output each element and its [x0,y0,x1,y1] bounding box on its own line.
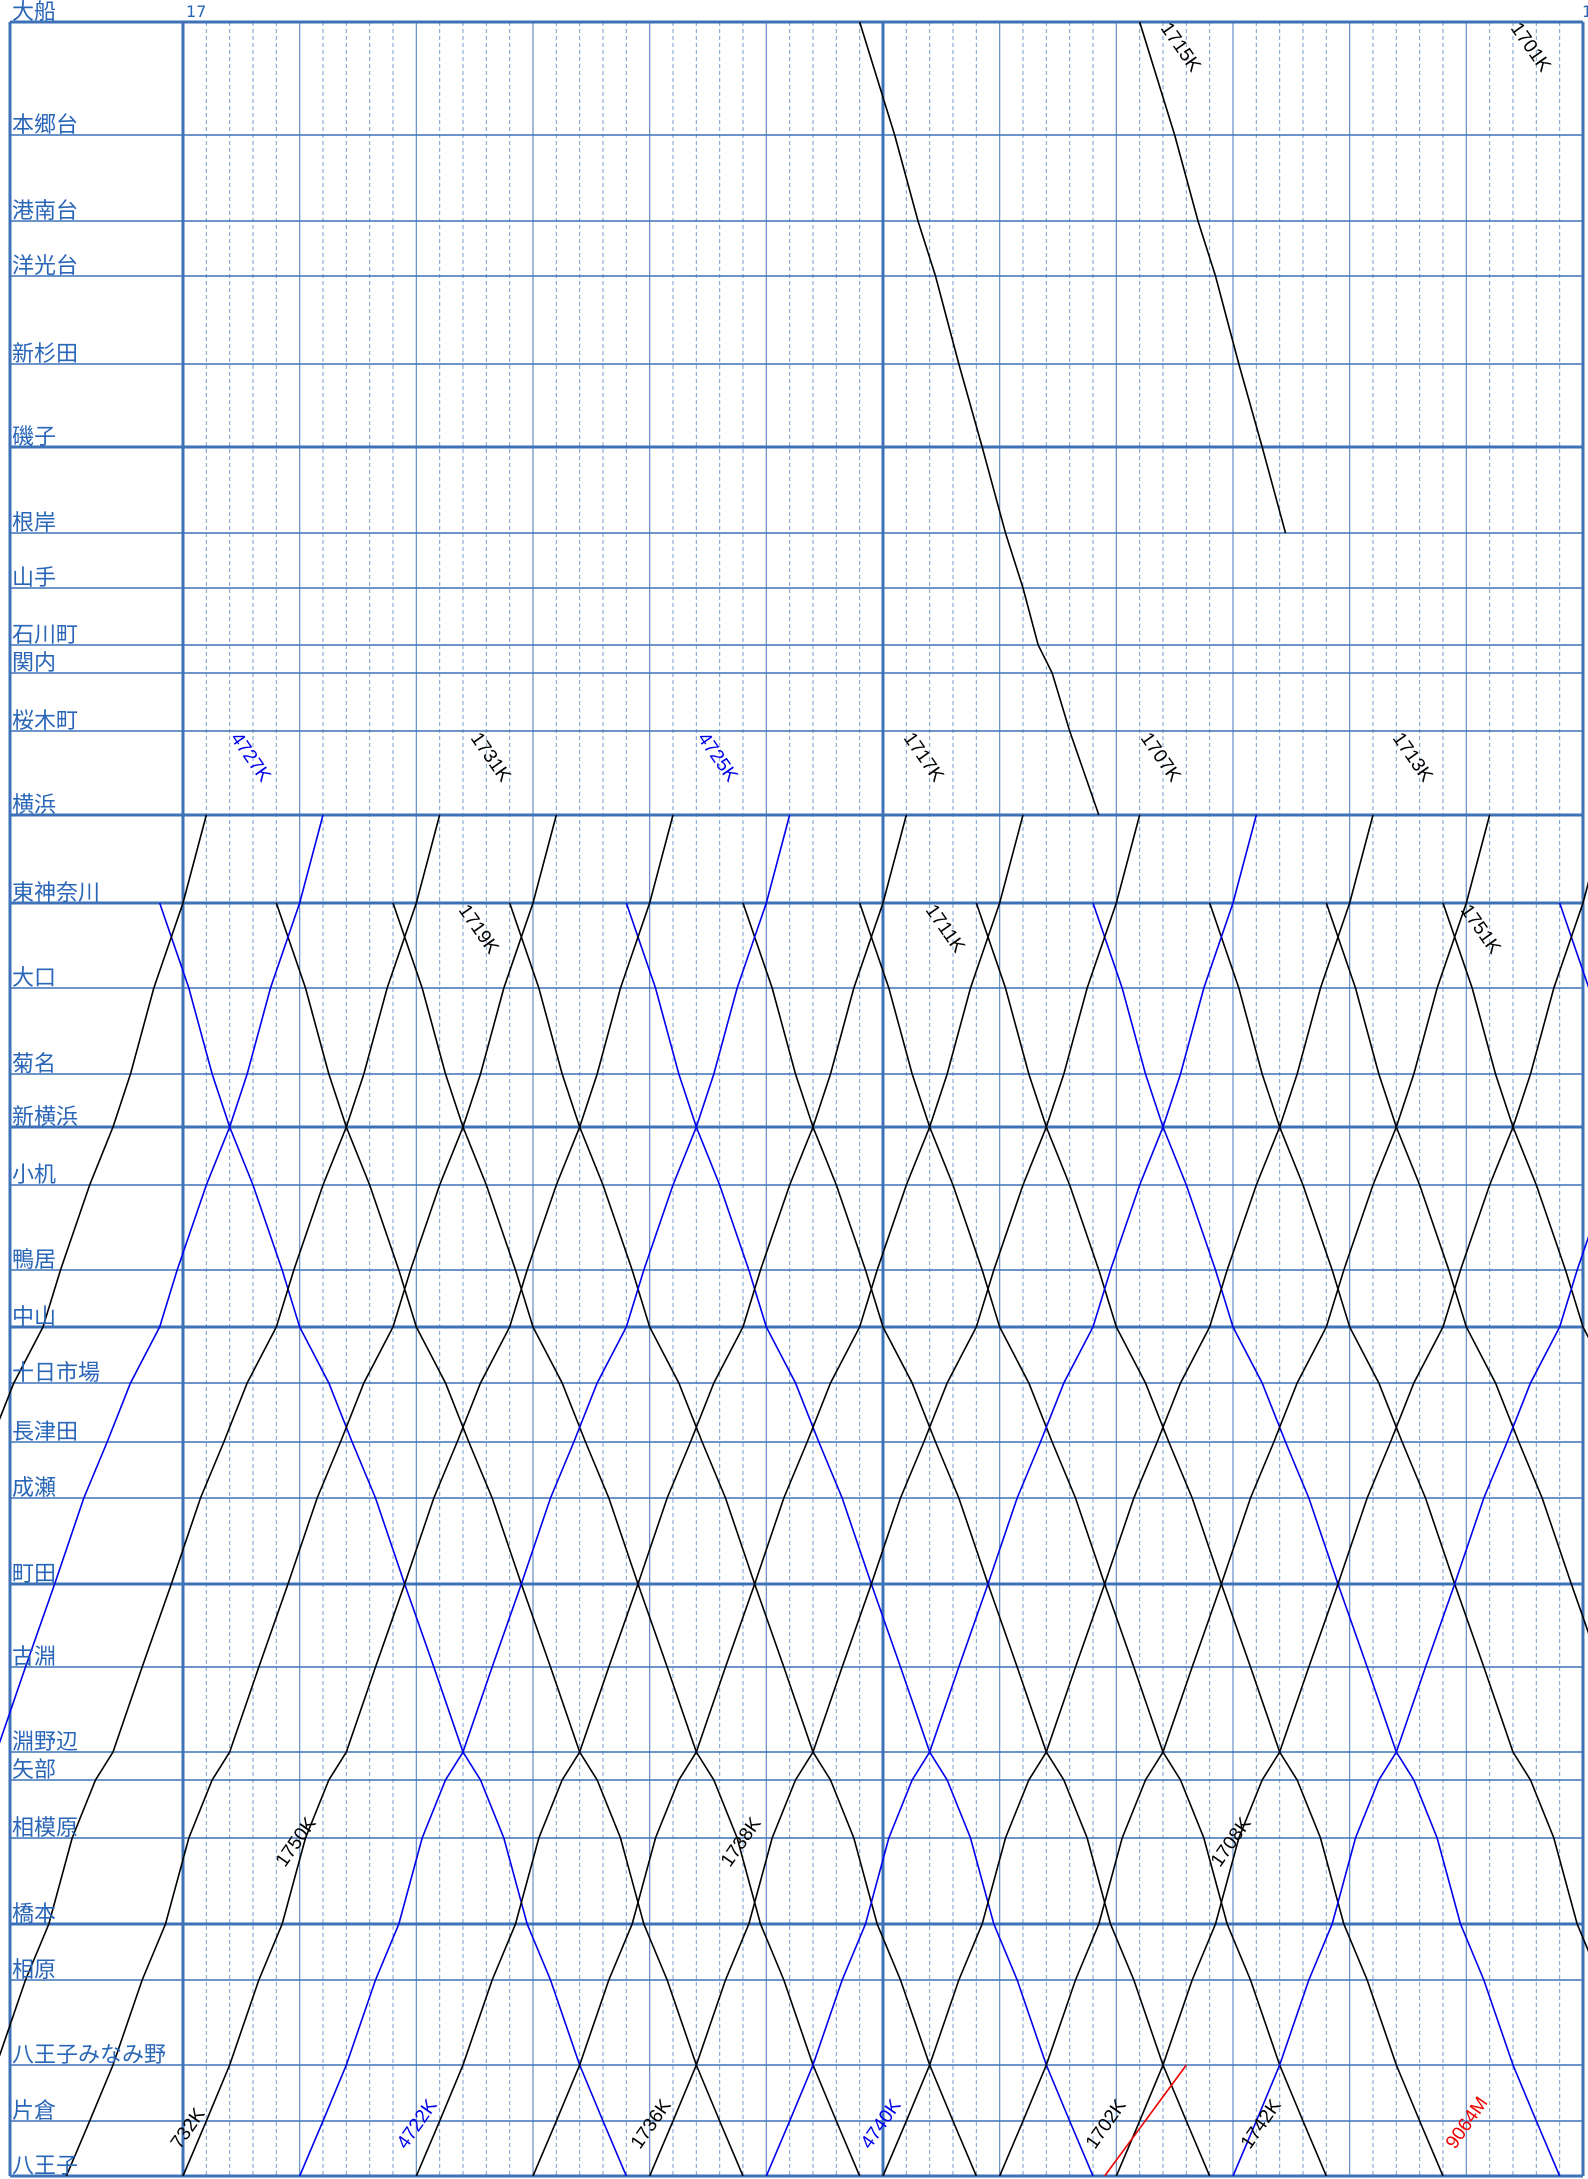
train-line [1115,881,1588,2177]
train-number-label: 1711K [921,901,969,957]
train-number-label: 1751K [1456,901,1505,958]
train-line [765,814,1258,2177]
station-label: 根岸 [12,511,56,536]
station-label: 新横浜 [12,1105,78,1130]
train-number-label: 1742K [1237,2096,1286,2153]
station-label: 鴨居 [12,1248,56,1273]
station-label: 矢部 [12,1758,56,1783]
station-label: 大口 [12,966,56,991]
station-label: 片倉 [12,2099,56,2124]
station-label: 横浜 [12,793,56,818]
train-number-label: 4727K [226,729,275,786]
train-line [1208,902,1588,1953]
train-line [742,902,1211,2177]
station-label: 山手 [12,566,56,591]
station-label: 大船 [12,0,56,25]
train-line [392,902,861,2177]
train-line [882,814,1374,2177]
station-label: 磯子 [12,425,56,450]
station-lines [10,20,1583,2178]
station-label: 相模原 [12,1816,78,1841]
train-number-label: 1731K [466,729,515,786]
station-label: 町田 [12,1562,56,1587]
train-line [975,902,1444,2177]
station-label: 洋光台 [12,254,78,279]
time-grid [8,21,1585,2176]
station-label: 関内 [12,651,56,676]
station-label: 成瀬 [12,1476,56,1501]
station-label: 長津田 [12,1420,78,1445]
train-line [298,814,791,2177]
train-line [858,21,1100,816]
station-label: 東神奈川 [12,881,100,906]
station-label: 中山 [12,1305,56,1330]
train-number-label: 1708K [1207,1814,1256,1871]
start-hour-label: 17 [186,2,206,21]
station-label: 本郷台 [12,113,78,138]
station-label: 橋本 [12,1902,56,1927]
station-labels: 大船本郷台港南台洋光台新杉田磯子根岸山手石川町関内桜木町横浜東神奈川大口菊名新横… [12,0,166,2179]
train-number-label: 1707K [1136,729,1185,786]
train-line [1138,21,1287,534]
train-line [0,814,324,1744]
station-label: 八王子 [12,2154,78,2179]
train-number-label: 4740K [857,2096,906,2153]
train-line [0,814,208,1421]
train-line [625,902,1094,2177]
station-label: 石川町 [12,623,78,648]
station-label: 十日市場 [12,1361,100,1386]
train-lines [0,21,1588,2177]
train-line [1092,902,1561,2177]
station-label: 小机 [12,1163,56,1188]
train-number-label: 4725K [693,729,742,786]
train-number-label: 1713K [1388,729,1437,786]
train-number-label: 1719K [454,901,503,958]
station-label: 八王子みなみ野 [12,2043,166,2068]
train-line [858,902,1328,2177]
station-label: 桜木町 [12,709,78,734]
station-label: 菊名 [12,1052,56,1077]
special-train-line [1104,2064,1187,2177]
train-line [1325,902,1588,1634]
station-label: 相原 [12,1958,56,1983]
train-line [998,814,1491,2177]
train-number-label: 1750K [272,1814,321,1871]
station-label: 古淵 [12,1645,56,1670]
train-line [158,902,628,2177]
train-line [415,814,908,2177]
station-label: 新杉田 [12,342,78,367]
train-number-label: 1736K [627,2096,676,2153]
train-number-label: 1702K [1082,2096,1131,2153]
train-line [1442,902,1588,1339]
train-line [182,814,674,2177]
train-number-label: 9064M [1442,2093,1493,2153]
end-hour-label: 1 [1582,2,1588,21]
train-line [508,902,978,2177]
train-line [65,814,558,2177]
train-line [275,902,744,2177]
train-line [0,814,441,2057]
station-label: 港南台 [12,199,78,224]
train-number-label: 1738K [717,1814,766,1871]
station-label: 淵野辺 [12,1730,78,1755]
train-line [532,814,1024,2177]
train-line [1232,1235,1588,2177]
train-line [648,814,1141,2177]
train-number-label: 4722K [393,2096,442,2153]
